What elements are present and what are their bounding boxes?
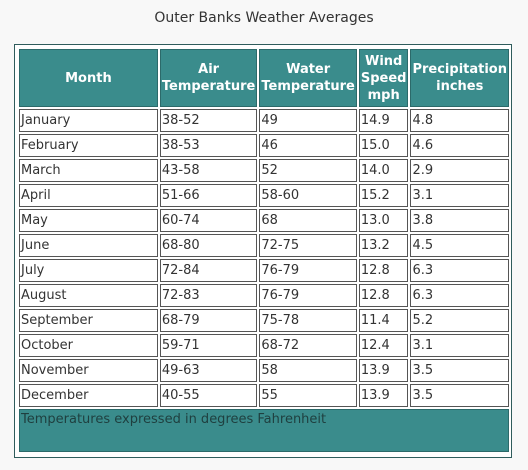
cell-air: 68-79 bbox=[159, 309, 258, 332]
table-row: August 72-83 76-79 12.8 6.3 bbox=[19, 284, 509, 307]
cell-month: May bbox=[19, 209, 158, 232]
table-row: October 59-71 68-72 12.4 3.1 bbox=[19, 334, 509, 357]
cell-precip: 3.8 bbox=[410, 209, 509, 232]
cell-precip: 3.1 bbox=[410, 184, 509, 207]
table-row: March 43-58 52 14.0 2.9 bbox=[19, 159, 509, 182]
cell-precip: 3.1 bbox=[410, 334, 509, 357]
cell-air: 72-83 bbox=[159, 284, 258, 307]
cell-month: January bbox=[19, 109, 158, 132]
table-row: September 68-79 75-78 11.4 5.2 bbox=[19, 309, 509, 332]
header-row: Month Air Temperature Water Temperature … bbox=[19, 49, 509, 107]
table-row: July 72-84 76-79 12.8 6.3 bbox=[19, 259, 509, 282]
cell-wind: 12.4 bbox=[358, 334, 409, 357]
header-precip-line2: inches bbox=[436, 79, 484, 94]
cell-precip: 3.5 bbox=[410, 384, 509, 407]
cell-month: July bbox=[19, 259, 158, 282]
header-air-temperature: Air Temperature bbox=[159, 49, 258, 107]
cell-water: 58-60 bbox=[259, 184, 357, 207]
weather-table: Month Air Temperature Water Temperature … bbox=[17, 47, 511, 454]
footer-note: Temperatures expressed in degrees Fahren… bbox=[19, 409, 509, 452]
cell-precip: 3.5 bbox=[410, 359, 509, 382]
footer-row: Temperatures expressed in degrees Fahren… bbox=[19, 409, 509, 452]
cell-water: 68-72 bbox=[259, 334, 357, 357]
cell-wind: 15.0 bbox=[358, 134, 409, 157]
cell-wind: 15.2 bbox=[358, 184, 409, 207]
table-row: May 60-74 68 13.0 3.8 bbox=[19, 209, 509, 232]
cell-month: September bbox=[19, 309, 158, 332]
cell-wind: 14.9 bbox=[358, 109, 409, 132]
cell-month: April bbox=[19, 184, 158, 207]
table-caption: Outer Banks Weather Averages bbox=[154, 10, 374, 26]
cell-wind: 13.0 bbox=[358, 209, 409, 232]
cell-month: June bbox=[19, 234, 158, 257]
cell-water: 75-78 bbox=[259, 309, 357, 332]
cell-wind: 12.8 bbox=[358, 284, 409, 307]
cell-precip: 6.3 bbox=[410, 284, 509, 307]
header-precipitation: Precipitation inches bbox=[410, 49, 509, 107]
header-wind-line3: mph bbox=[367, 87, 400, 103]
cell-air: 59-71 bbox=[159, 334, 258, 357]
cell-air: 68-80 bbox=[159, 234, 258, 257]
table-row: December 40-55 55 13.9 3.5 bbox=[19, 384, 509, 407]
cell-month: October bbox=[19, 334, 158, 357]
table-row: April 51-66 58-60 15.2 3.1 bbox=[19, 184, 509, 207]
cell-water: 72-75 bbox=[259, 234, 357, 257]
table-row: June 68-80 72-75 13.2 4.5 bbox=[19, 234, 509, 257]
cell-water: 55 bbox=[259, 384, 357, 407]
cell-wind: 11.4 bbox=[358, 309, 409, 332]
cell-air: 43-58 bbox=[159, 159, 258, 182]
cell-water: 58 bbox=[259, 359, 357, 382]
cell-month: December bbox=[19, 384, 158, 407]
cell-air: 38-52 bbox=[159, 109, 258, 132]
cell-water: 76-79 bbox=[259, 259, 357, 282]
cell-air: 60-74 bbox=[159, 209, 258, 232]
cell-precip: 4.5 bbox=[410, 234, 509, 257]
header-wind-line1: Wind bbox=[364, 53, 403, 69]
cell-air: 72-84 bbox=[159, 259, 258, 282]
cell-water: 52 bbox=[259, 159, 357, 182]
cell-air: 40-55 bbox=[159, 384, 258, 407]
cell-precip: 5.2 bbox=[410, 309, 509, 332]
cell-month: November bbox=[19, 359, 158, 382]
header-precip-line1: Precipitation bbox=[412, 62, 507, 77]
cell-month: March bbox=[19, 159, 158, 182]
cell-month: August bbox=[19, 284, 158, 307]
table-row: February 38-53 46 15.0 4.6 bbox=[19, 134, 509, 157]
weather-table-frame: Month Air Temperature Water Temperature … bbox=[14, 44, 512, 458]
cell-wind: 13.9 bbox=[358, 359, 409, 382]
header-month: Month bbox=[19, 49, 158, 107]
cell-precip: 4.6 bbox=[410, 134, 509, 157]
table-row: November 49-63 58 13.9 3.5 bbox=[19, 359, 509, 382]
cell-month: February bbox=[19, 134, 158, 157]
header-wind-speed: Wind Speed mph bbox=[358, 49, 409, 107]
cell-water: 68 bbox=[259, 209, 357, 232]
cell-air: 51-66 bbox=[159, 184, 258, 207]
cell-wind: 12.8 bbox=[358, 259, 409, 282]
header-wind-line2: Speed bbox=[360, 70, 407, 86]
cell-wind: 14.0 bbox=[358, 159, 409, 182]
cell-wind: 13.9 bbox=[358, 384, 409, 407]
cell-precip: 4.8 bbox=[410, 109, 509, 132]
cell-air: 49-63 bbox=[159, 359, 258, 382]
cell-water: 46 bbox=[259, 134, 357, 157]
cell-water: 49 bbox=[259, 109, 357, 132]
cell-wind: 13.2 bbox=[358, 234, 409, 257]
cell-precip: 2.9 bbox=[410, 159, 509, 182]
cell-air: 38-53 bbox=[159, 134, 258, 157]
table-row: January 38-52 49 14.9 4.8 bbox=[19, 109, 509, 132]
header-water-temperature: Water Temperature bbox=[259, 49, 357, 107]
cell-precip: 6.3 bbox=[410, 259, 509, 282]
cell-water: 76-79 bbox=[259, 284, 357, 307]
